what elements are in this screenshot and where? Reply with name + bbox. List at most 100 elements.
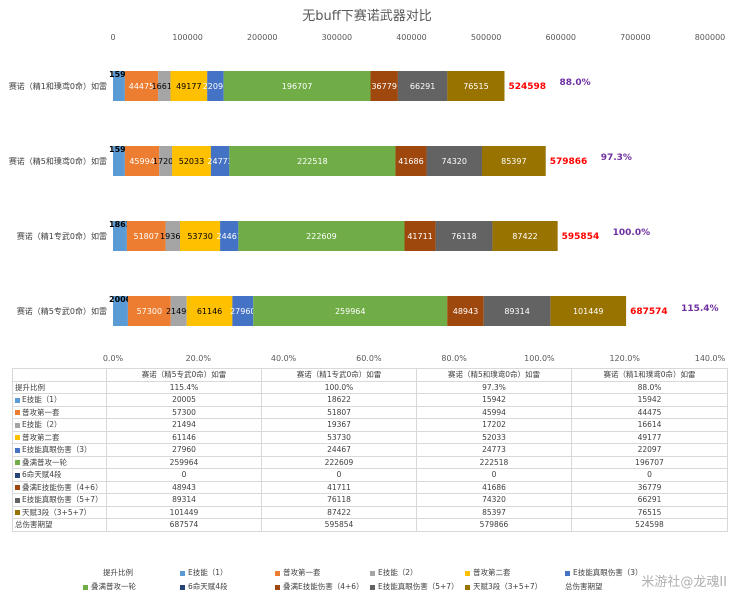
bar-segment-value-label: 48943 [453, 307, 478, 316]
bar-segment-value-label: 57300 [137, 307, 162, 316]
table-row-label-text: 天赋3段（3+5+7） [22, 507, 92, 517]
bar-segment [124, 71, 159, 101]
table-cell: 15942 [416, 393, 572, 407]
top-axis-tick-label: 800000 [695, 33, 726, 42]
table-cell: 595854 [261, 518, 417, 532]
legend-key-swatch [15, 410, 20, 416]
bottom-axis-tick-label: 20.0% [186, 354, 212, 363]
table-row-label-text: 提升比例 [15, 382, 45, 392]
bar-segment-value-label: 15942 [109, 145, 137, 154]
table-cell: 52033 [416, 430, 572, 444]
bar-segment-value-label: 22097 [203, 82, 228, 91]
total-value-label: 579866 [550, 157, 588, 167]
bar-segment-value-label: 15942 [109, 70, 137, 79]
legend-label: E技能（1） [188, 568, 228, 577]
top-axis-tick-label: 700000 [620, 33, 651, 42]
total-value-label: 524598 [508, 82, 546, 92]
bar-segment [207, 71, 224, 101]
table-row: E技能（2） 21494 19367 17202 16614 [12, 418, 728, 432]
legend-item: 叠满普攻一轮 [83, 581, 136, 592]
table-cell: 18622 [261, 393, 417, 407]
legend-label: 提升比例 [103, 568, 133, 577]
legend-key-swatch [15, 497, 20, 503]
table-cell: 579866 [416, 518, 572, 532]
table-cell: 17202 [416, 418, 572, 432]
table-cell: 87422 [261, 505, 417, 519]
bottom-axis: 0.0% 20.0% 40.0% 60.0% 80.0% 100.0% 120.0% 140.… [103, 354, 726, 363]
table-row: 提升比例 115.4% 100.0% 97.3% 88.0% [12, 380, 728, 394]
total-value-label: 687574 [630, 307, 668, 317]
table-cell: 74320 [416, 493, 572, 507]
table-row-label: 叠满E技能伤害（4+6） [12, 480, 107, 494]
bar-segment [113, 221, 127, 251]
category-label: 赛诺（精1专武0命）如雷 [17, 231, 107, 241]
bar-segment [447, 71, 505, 101]
table-row: 普攻第一套 57300 51807 45994 44475 [12, 405, 728, 419]
table-row-label-text: E技能（1） [22, 395, 62, 405]
bar-segment [172, 146, 211, 176]
table-cell: 44475 [571, 405, 728, 419]
table-row-label: 总伤害期望 [12, 518, 107, 532]
ratio-value-label: 97.3% [601, 153, 632, 163]
legend-label: 6命天赋4段 [188, 582, 228, 591]
bar-segment-value-label: 24773 [207, 157, 232, 166]
table-row-label: E技能（2） [12, 418, 107, 432]
legend-swatch [370, 584, 375, 590]
table-row-label-text: 叠满普攻一轮 [22, 457, 67, 467]
table-row: E技能真眼伤害（3） 27960 24467 24773 22097 [12, 443, 728, 457]
table-cell: 76515 [571, 505, 728, 519]
bar-segment [483, 296, 551, 326]
bar-segment-value-label: 87422 [512, 232, 537, 241]
bar-segment-value-label: 259964 [335, 307, 366, 316]
bar-segment-value-label: 21494 [166, 307, 191, 316]
table-row-label-text: 普攻第二套 [22, 432, 60, 442]
legend-key-swatch [15, 472, 20, 478]
table-cell: 19367 [261, 418, 417, 432]
legend-item: 总伤害期望 [565, 581, 603, 592]
bar-segment-value-label: 222609 [306, 232, 337, 241]
legend-key-swatch [15, 447, 20, 453]
table-cell: 24773 [416, 443, 572, 457]
bottom-axis-tick-label: 40.0% [271, 354, 297, 363]
table-row-label-text: 总伤害期望 [15, 520, 53, 530]
bar-segment-value-label: 52033 [179, 157, 204, 166]
category-label: 赛诺（精5和璞鸢0命）如雷 [9, 156, 107, 166]
table-cell: 20005 [106, 393, 262, 407]
table-cell: 41686 [416, 480, 572, 494]
ratio-value-label: 115.4% [681, 304, 719, 314]
table-corner-cell [12, 368, 107, 382]
bottom-axis-tick-label: 60.0% [356, 354, 382, 363]
bar-segment [170, 71, 208, 101]
bar-segment-value-label: 16614 [152, 82, 177, 91]
bar-segment [232, 296, 254, 326]
table-row-label: 普攻第一套 [12, 405, 107, 419]
table-column-header: 赛诺（精5和璞鸢0命）如雷 [416, 368, 572, 382]
bar-segment [165, 221, 181, 251]
top-axis-tick-label: 200000 [247, 33, 278, 42]
table-cell: 222518 [416, 455, 572, 469]
bar-segment-value-label: 74320 [442, 157, 467, 166]
bar-segment [158, 71, 171, 101]
table-cell: 76118 [261, 493, 417, 507]
bar-segment [180, 221, 221, 251]
bar-segment-value-label: 41711 [407, 232, 432, 241]
top-axis-tick-label: 0 [110, 33, 115, 42]
bar-segment [220, 221, 239, 251]
bar-segment-value-label: 101449 [573, 307, 604, 316]
ratio-value-label: 100.0% [613, 228, 651, 238]
table-header-row: 赛诺（精5专武0命）如雷 赛诺（精1专武0命）如雷 赛诺（精5和璞鸢0命）如雷 赛诺（… [12, 368, 728, 382]
table-cell: 100.0% [261, 380, 417, 394]
bar-segment [395, 146, 427, 176]
bar-segment-value-label: 61146 [197, 307, 222, 316]
table-cell: 97.3% [416, 380, 572, 394]
table-row-label: 6命天赋4段 [12, 468, 107, 482]
legend-item: 叠满E技能伤害（4+6） [275, 581, 364, 592]
legend-key-swatch [15, 485, 20, 491]
bar-segment-value-label: 24467 [217, 232, 242, 241]
table-row-label-text: E技能真眼伤害（3） [22, 445, 92, 455]
bar-segment-value-label: 18622 [109, 220, 137, 229]
table-cell: 222609 [261, 455, 417, 469]
table-cell: 22097 [571, 443, 728, 457]
bar-segment [126, 221, 166, 251]
table-cell: 196707 [571, 455, 728, 469]
